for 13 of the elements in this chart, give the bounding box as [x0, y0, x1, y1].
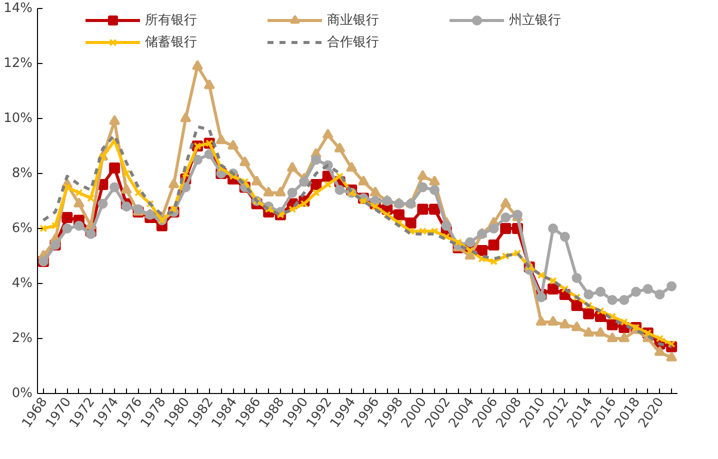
- y-tick-label: 12%: [4, 56, 33, 71]
- y-tick-label: 4%: [12, 276, 32, 291]
- legend-label: 合作银行: [327, 34, 380, 51]
- legend-label: 所有银行: [145, 12, 198, 29]
- y-tick-label: 0%: [12, 386, 32, 401]
- y-tick-label: 14%: [4, 1, 33, 16]
- legend-label: 州立银行: [509, 12, 562, 29]
- y-tick-label: 8%: [12, 166, 32, 181]
- legend-label: 储蓄银行: [145, 34, 198, 51]
- legend-label: 商业银行: [327, 12, 380, 29]
- y-tick-label: 2%: [12, 331, 32, 346]
- y-tick-label: 6%: [12, 221, 32, 236]
- y-tick-label: 10%: [4, 111, 33, 126]
